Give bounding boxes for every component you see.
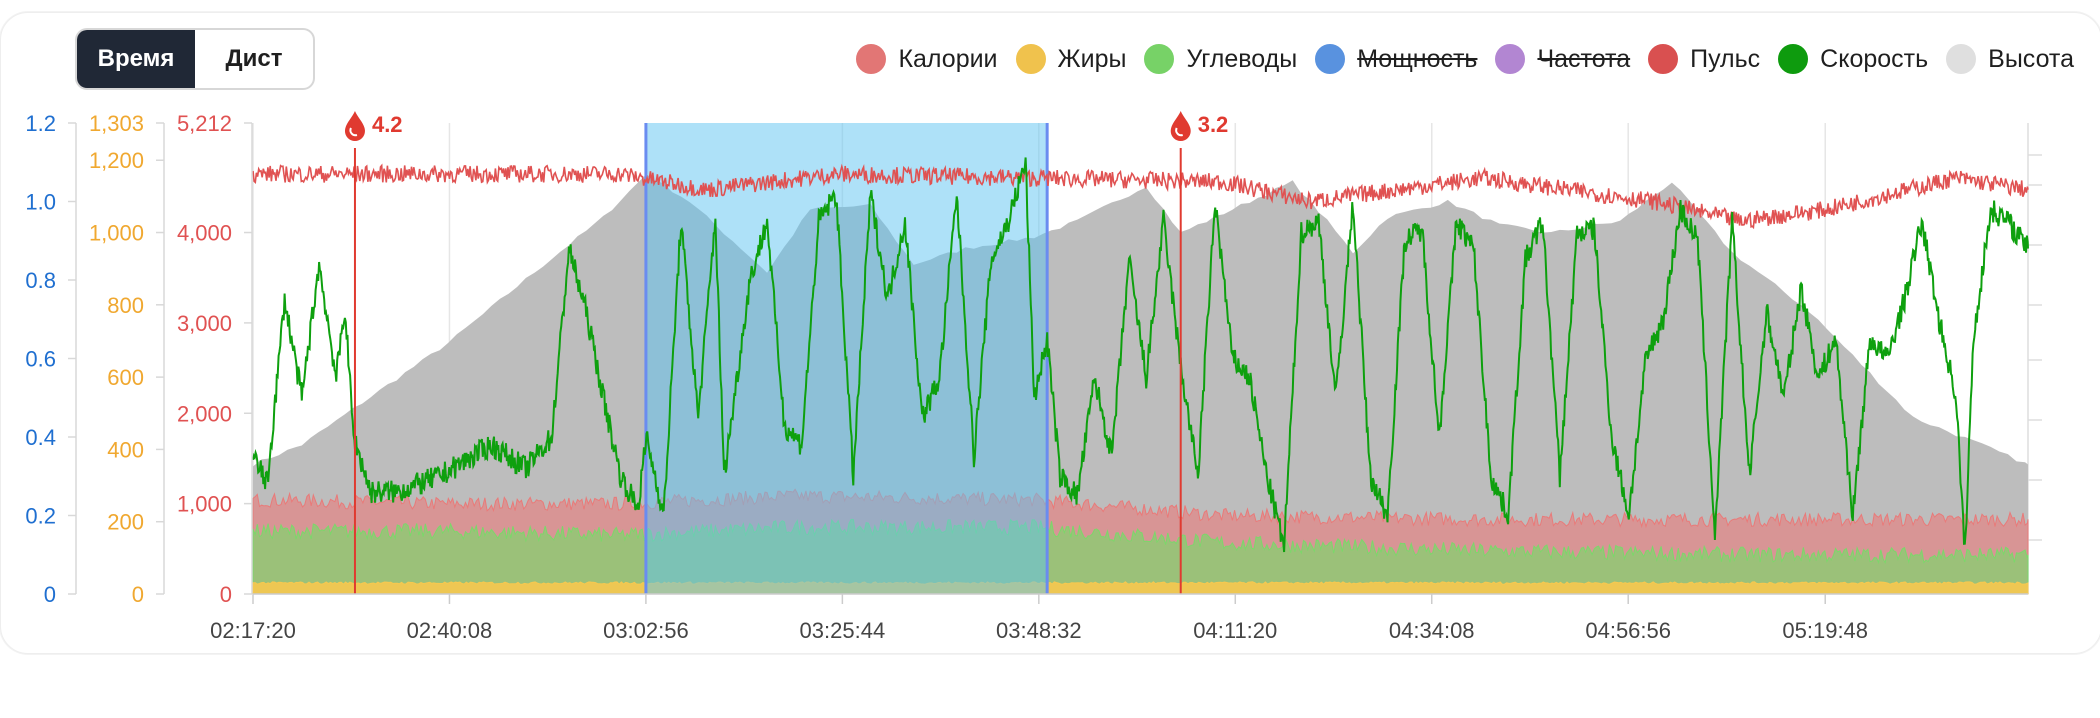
legend-label: Скорость [1820,44,1929,73]
drop-icon [1170,111,1191,141]
axis-layer: 0 0.2 0.4 0.6 0.8 1.0 1.2 0 200 400 600 800 1,000 1,2… [25,111,2028,643]
legend-label: Высота [1988,44,2074,73]
legend-item-fats[interactable]: Жиры [1015,44,1127,74]
y-tick-label: 0 [132,582,144,607]
area-layer [252,174,2029,595]
drop-icon-highlight [1175,127,1184,137]
x-tick-label: 02:40:08 [407,618,493,643]
legend-item-cadence[interactable]: Частота [1495,44,1630,74]
marker-layer: 4.2 3.2 [344,111,1229,594]
x-tick-label: 03:02:56 [603,618,689,643]
x-tick-label: 04:11:20 [1193,618,1277,643]
drop-icon-highlight [349,127,358,137]
speed-swatch-icon [1778,44,1809,74]
x-tick-label: 03:48:32 [996,618,1082,643]
calories-swatch-icon [856,44,887,74]
legend-item-calories[interactable]: Калории [856,44,998,74]
legend-label: Частота [1537,44,1631,73]
legend-item-power[interactable]: Мощность [1315,44,1477,74]
time-mode-button[interactable]: Время [77,30,195,88]
y-tick-label: 800 [107,293,144,318]
marker-label: 3.2 [1198,112,1229,137]
y-tick-label: 2,000 [177,401,232,426]
y-tick-label: 4,000 [177,221,232,246]
y-tick-label: 3,000 [177,311,232,336]
speed-line [252,157,2029,553]
carbs-swatch-icon [1144,44,1175,74]
chart-legend: Калории Жиры Углеводы Мощность Частота П… [856,44,2074,74]
elevation-swatch-icon [1946,44,1977,74]
legend-label: Жиры [1057,44,1127,73]
drop-icon [344,111,365,141]
legend-item-elevation[interactable]: Высота [1946,44,2074,74]
y-tick-label: 1,000 [89,221,144,246]
cadence-swatch-icon [1495,44,1526,74]
fats-area [252,581,2029,595]
y-tick-label: 1.0 [25,190,56,215]
x-tick-label: 05:19:48 [1782,618,1868,643]
power-swatch-icon [1315,44,1346,74]
legend-label: Мощность [1357,44,1478,73]
legend-label: Пульс [1690,44,1761,73]
y-tick-label: 1.2 [25,111,56,136]
x-tick-label: 02:17:20 [210,618,296,643]
y-tick-label: 600 [107,365,144,390]
fats-swatch-icon [1015,44,1046,74]
distance-mode-button[interactable]: Дист [225,45,283,72]
y-tick-label: 5,212 [177,111,232,136]
line-layer [252,157,2029,553]
y-tick-label: 0.2 [25,504,56,529]
y-tick-label: 200 [107,510,144,535]
legend-item-carbs[interactable]: Углеводы [1144,44,1297,74]
x-tick-label: 04:34:08 [1389,618,1475,643]
y-tick-label: 0 [220,582,232,607]
heart-rate-swatch-icon [1648,44,1679,74]
y-tick-label: 0.8 [25,268,56,293]
marker-label: 4.2 [372,112,403,137]
legend-item-speed[interactable]: Скорость [1778,44,1928,74]
legend-label: Калории [898,44,998,73]
y-tick-label: 1,000 [177,492,232,517]
view-mode-toggle: Время Дист [75,28,315,90]
x-tick-label: 03:25:44 [800,618,886,643]
x-tick-label: 04:56:56 [1585,618,1671,643]
legend-label: Углеводы [1186,44,1298,73]
y-tick-label: 400 [107,437,144,462]
y-tick-label: 1,200 [89,148,144,173]
y-tick-label: 1,303 [89,111,144,136]
y-tick-label: 0.4 [25,425,56,450]
y-tick-label: 0.6 [25,347,56,372]
y-tick-label: 0 [44,582,56,607]
legend-item-heart-rate[interactable]: Пульс [1648,44,1760,74]
